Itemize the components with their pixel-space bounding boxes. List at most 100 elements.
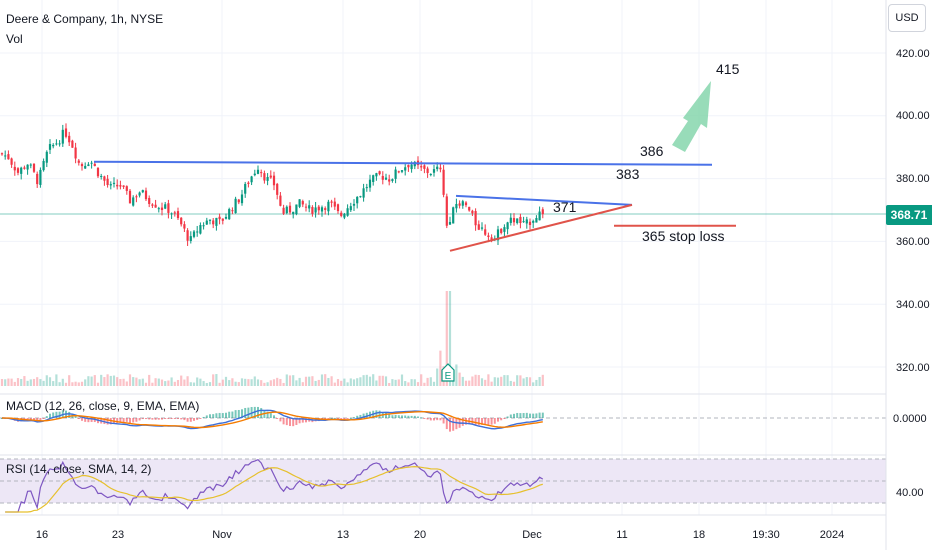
volume-bar: [324, 374, 327, 386]
macd-histogram-bar: [193, 418, 195, 421]
volume-bar: [180, 375, 183, 386]
candle: [394, 169, 397, 179]
macd-histogram-bar: [532, 413, 535, 418]
macd-histogram-bar: [484, 418, 487, 425]
volume-bar: [208, 382, 212, 386]
macd-histogram-bar: [132, 418, 135, 423]
macd-histogram-bar: [129, 418, 131, 423]
stop-loss-label: 365 stop loss: [642, 228, 725, 244]
macd-pane[interactable]: [1, 406, 544, 432]
macd-histogram-bar: [337, 418, 339, 419]
rsi-pane[interactable]: [5, 458, 544, 513]
candle: [260, 172, 263, 174]
volume-bar: [64, 382, 68, 386]
level-383-label: 383: [616, 166, 640, 182]
volume-legend[interactable]: Vol: [6, 32, 23, 46]
candle: [148, 198, 151, 204]
triangle-top-label: 371: [553, 199, 577, 215]
volume-bar: [506, 375, 509, 386]
drawings[interactable]: [93, 81, 736, 252]
volume-bar: [13, 381, 16, 386]
candle: [468, 206, 471, 211]
volume-bar: [240, 378, 244, 386]
macd-histogram-bar: [273, 415, 275, 418]
volume-bar: [314, 380, 317, 386]
volume-bar: [42, 380, 45, 386]
candle: [477, 224, 480, 230]
volume-bar: [509, 380, 512, 386]
time-tick-11: 11: [616, 529, 627, 541]
price-axis[interactable]: 420.00 400.00 380.00 360.00 340.00 320.0…: [893, 48, 930, 499]
macd-histogram-bar: [58, 411, 61, 418]
candle: [87, 164, 90, 167]
volume-bar: [186, 376, 189, 386]
macd-histogram-bar: [87, 418, 90, 423]
volume-bar: [285, 374, 288, 386]
volume-bar: [292, 375, 295, 386]
macd-histogram-bar: [167, 418, 170, 419]
macd-histogram-bar: [391, 415, 394, 418]
candle: [365, 187, 368, 189]
candle: [45, 151, 48, 163]
volume-bar: [308, 376, 311, 386]
candle: [432, 169, 436, 173]
candle: [400, 170, 404, 172]
macd-histogram-bar: [234, 410, 237, 418]
candle: [538, 211, 541, 221]
macd-histogram-bar: [327, 418, 330, 419]
earnings-marker-label: E: [445, 371, 452, 382]
volume-bar: [503, 375, 506, 386]
macd-histogram-bar: [29, 418, 32, 420]
currency-button[interactable]: USD: [888, 4, 926, 32]
candle: [77, 160, 80, 163]
symbol-title[interactable]: Deere & Company, 1h, NYSE: [6, 12, 164, 26]
macd-histogram-bar: [119, 418, 122, 423]
volume-bar: [71, 382, 74, 386]
macd-legend[interactable]: MACD (12, 26, close, 9, EMA, EMA): [6, 399, 200, 413]
volume-bar: [272, 379, 276, 386]
earnings-marker[interactable]: E: [441, 363, 455, 382]
volume-bar: [260, 380, 263, 386]
volume-bar: [231, 378, 234, 386]
rsi-legend[interactable]: RSI (14, close, SMA, 14, 2): [6, 462, 152, 476]
candle: [448, 221, 452, 225]
macd-histogram-bar: [445, 418, 448, 430]
candle: [112, 182, 116, 184]
candle: [391, 179, 394, 181]
candle: [324, 208, 327, 210]
macd-histogram-bar: [170, 418, 173, 419]
candle: [471, 210, 474, 214]
macd-histogram-bar: [301, 418, 304, 423]
macd-histogram-bar: [305, 418, 307, 423]
volume-bar: [167, 380, 170, 386]
candle: [256, 169, 260, 174]
candle: [13, 166, 16, 171]
volume-bar: [362, 375, 365, 386]
macd-histogram-bar: [362, 413, 365, 418]
candles[interactable]: [0, 123, 544, 246]
volume-bar: [471, 376, 474, 386]
candle: [42, 160, 45, 171]
candle: [122, 185, 125, 187]
candle: [535, 218, 538, 223]
volume-bar: [154, 378, 157, 386]
time-axis[interactable]: 16 23 Nov 13 20 Dec 11 18 19:30 2024: [36, 529, 844, 541]
volume-bar: [132, 377, 135, 386]
volume-bar: [525, 377, 528, 386]
candle: [298, 199, 301, 207]
macd-histogram-bar: [125, 418, 128, 422]
volume-bar: [276, 377, 279, 386]
macd-histogram-bar: [525, 412, 528, 418]
macd-histogram-bar: [407, 415, 410, 418]
macd-histogram-bar: [33, 418, 35, 420]
candle: [39, 169, 42, 185]
volume-bar: [90, 376, 93, 386]
candle: [445, 196, 448, 226]
candle: [516, 218, 519, 224]
candle: [356, 196, 359, 204]
volume-bar: [541, 374, 544, 386]
volume-bar: [212, 374, 215, 386]
volume-bar: [7, 378, 10, 386]
